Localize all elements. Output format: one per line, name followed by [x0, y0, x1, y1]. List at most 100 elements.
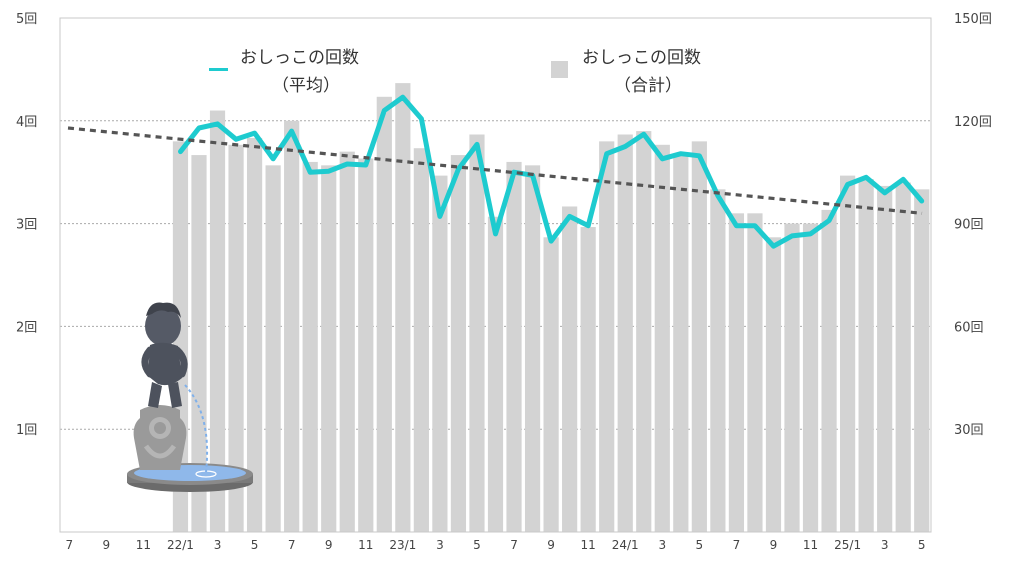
average-point — [754, 225, 756, 227]
average-point — [365, 164, 367, 166]
average-point — [884, 192, 886, 194]
average-point — [476, 143, 478, 145]
bar — [284, 120, 300, 533]
bar — [432, 175, 448, 533]
average-point — [661, 158, 663, 160]
average-point — [643, 133, 645, 135]
bar — [710, 189, 726, 533]
bar — [858, 179, 874, 532]
bar — [691, 141, 707, 533]
bar — [209, 110, 226, 533]
legend: おしっこの回数 （平均） おしっこの回数 （合計） — [209, 48, 701, 96]
average-point — [717, 195, 719, 197]
x-tick-label: 5 — [918, 538, 926, 552]
bar — [599, 141, 615, 533]
bar — [895, 182, 911, 533]
bar — [321, 165, 337, 532]
average-point — [791, 235, 793, 237]
trend-line — [67, 126, 923, 215]
right-tick-label: 150回 — [954, 12, 992, 27]
legend-label-total-sub: （合計） — [614, 76, 682, 96]
average-point — [828, 220, 830, 222]
bar — [580, 227, 596, 532]
bar — [487, 216, 504, 532]
average-point — [235, 138, 237, 140]
trend-dashed-line — [67, 126, 923, 215]
average-point — [198, 127, 200, 129]
x-tick-label: 24/1 — [612, 538, 639, 552]
x-tick-label: 3 — [881, 538, 889, 552]
average-point — [291, 130, 293, 132]
bar — [673, 155, 689, 533]
bar — [228, 144, 244, 532]
x-tick-label: 22/1 — [167, 538, 194, 552]
bar — [562, 206, 578, 532]
x-tick-label: 7 — [510, 538, 518, 552]
right-tick-label: 30回 — [954, 423, 984, 438]
bar-series-total — [172, 83, 930, 533]
bar — [728, 213, 745, 532]
x-tick-label: 5 — [696, 538, 704, 552]
average-point — [272, 158, 274, 160]
legend-label-average: おしっこの回数 — [240, 48, 359, 68]
average-point — [495, 233, 496, 235]
x-tick-label: 5 — [251, 538, 259, 552]
bar — [376, 96, 392, 533]
bar — [747, 213, 763, 532]
average-point — [328, 170, 330, 172]
x-tick-label: 23/1 — [389, 538, 416, 552]
bar — [765, 237, 782, 532]
bar — [840, 175, 856, 533]
x-tick-label: 11 — [581, 538, 596, 552]
x-tick-label: 11 — [136, 538, 151, 552]
bar — [395, 83, 411, 533]
average-point — [624, 146, 626, 147]
x-tick-label: 9 — [103, 538, 111, 552]
bar — [506, 161, 522, 533]
bar — [191, 155, 207, 533]
x-tick-label: 9 — [770, 538, 778, 552]
average-point — [735, 225, 737, 227]
average-point — [606, 153, 608, 155]
x-tick-label: 11 — [803, 538, 818, 552]
average-point — [569, 215, 571, 217]
x-tick-label: 11 — [358, 538, 373, 552]
average-point — [865, 176, 867, 178]
left-tick-label: 2回 — [16, 320, 37, 335]
average-point — [402, 96, 404, 98]
plot-border — [59, 17, 932, 533]
bar — [821, 209, 837, 533]
average-point — [346, 163, 348, 165]
bar — [877, 185, 893, 532]
average-point — [439, 215, 441, 217]
average-point — [587, 225, 589, 227]
x-tick-label: 7 — [65, 538, 73, 552]
bar — [784, 223, 800, 532]
plot-frame — [59, 17, 932, 533]
left-tick-label: 1回 — [16, 423, 37, 438]
average-point — [847, 184, 849, 186]
x-tick-label: 9 — [547, 538, 555, 552]
bar — [469, 134, 485, 533]
bar — [802, 223, 819, 532]
x-axis-ticks: 7 9 11 22/1 3 5 7 9 11 23/1 3 5 7 9 11 24/1 3 5 7 9 11 25/1 3 5 — [65, 538, 925, 552]
x-tick-label: 25/1 — [834, 538, 861, 552]
legend-swatch-average — [209, 68, 228, 71]
legend-swatch-total — [551, 61, 568, 78]
right-tick-label: 60回 — [954, 320, 984, 335]
manneken-pis-statue-icon — [127, 302, 253, 492]
left-tick-label: 3回 — [16, 218, 37, 233]
right-axis-ticks: 30回 60回 90回 120回 150回 — [954, 12, 992, 438]
line-series-average — [178, 94, 925, 249]
average-point — [698, 155, 700, 157]
left-tick-label: 4回 — [16, 115, 37, 130]
average-point — [772, 245, 774, 247]
right-tick-label: 90回 — [954, 218, 984, 233]
average-point — [217, 123, 219, 125]
x-tick-label: 3 — [658, 538, 666, 552]
bar — [265, 165, 281, 532]
legend-label-average-sub: （平均） — [272, 76, 340, 96]
bar — [246, 137, 263, 532]
average-point — [921, 200, 923, 202]
x-tick-label: 9 — [325, 538, 333, 552]
